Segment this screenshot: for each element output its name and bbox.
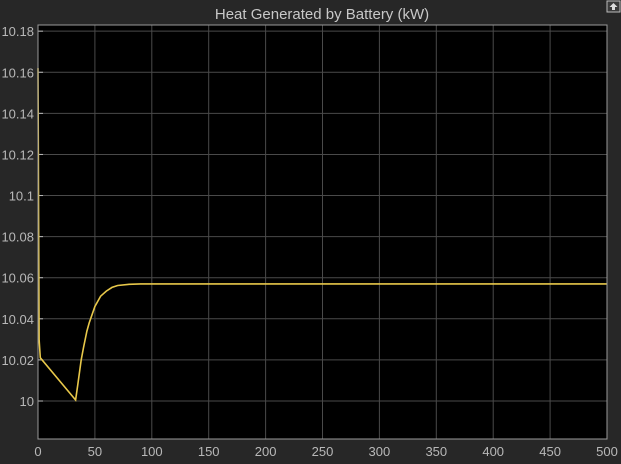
y-tick-label: 10 — [20, 394, 34, 409]
x-tick-label: 0 — [34, 444, 41, 459]
y-tick-label: 10.16 — [1, 65, 34, 80]
x-tick-label: 250 — [312, 444, 334, 459]
x-tick-label: 150 — [198, 444, 220, 459]
y-axis: 10 10.02 10.04 10.06 10.08 10.1 10.12 10.14 10.1… — [1, 24, 43, 409]
x-tick-label: 300 — [369, 444, 391, 459]
y-tick-label: 10.1 — [9, 189, 34, 204]
x-tick-label: 400 — [482, 444, 504, 459]
x-tick-label: 350 — [425, 444, 447, 459]
y-tick-label: 10.06 — [1, 271, 34, 286]
y-tick-label: 10.18 — [1, 24, 34, 39]
y-tick-label: 10.14 — [1, 106, 34, 121]
x-tick-label: 200 — [255, 444, 277, 459]
x-tick-label: 500 — [596, 444, 618, 459]
x-tick-label: 450 — [539, 444, 561, 459]
y-tick-label: 10.08 — [1, 230, 34, 245]
x-axis: 0 50 100 150 200 250 300 350 400 450 500 — [34, 444, 617, 459]
series-line — [37, 68, 607, 402]
y-tick-label: 10.02 — [1, 353, 34, 368]
restore-axes-icon[interactable] — [606, 0, 621, 13]
plot-border — [37, 24, 608, 440]
chart-title: Heat Generated by Battery (kW) — [215, 6, 429, 23]
x-tick-label: 100 — [141, 444, 163, 459]
y-tick-label: 10.12 — [1, 147, 34, 162]
y-tick-label: 10.04 — [1, 312, 34, 327]
x-tick-label: 50 — [88, 444, 102, 459]
